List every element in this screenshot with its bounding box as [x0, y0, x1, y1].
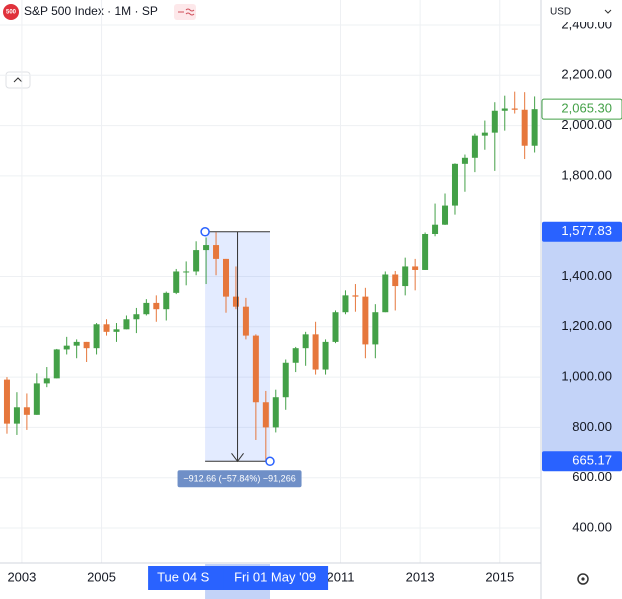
- candle-body: [352, 295, 359, 297]
- y-tick-label: 2,000.00: [561, 117, 612, 132]
- candle-body: [272, 397, 279, 428]
- candle-body: [461, 157, 468, 164]
- currency-bg: [542, 0, 622, 22]
- price-badge-label: 2,065.30: [561, 101, 612, 116]
- candle-body: [103, 324, 110, 332]
- candle-body: [511, 108, 518, 110]
- candle-body: [193, 250, 200, 272]
- candle-body: [252, 335, 259, 403]
- candle-body: [73, 341, 80, 346]
- measure-label-box: [177, 470, 302, 488]
- candle-body: [471, 135, 478, 158]
- candle-body: [43, 378, 50, 384]
- candle-body: [372, 312, 379, 345]
- measure-arrowhead: [231, 453, 244, 463]
- y-tick-label: 1,400.00: [561, 268, 612, 283]
- y-tick-label: 1,200.00: [561, 318, 612, 333]
- candle-body: [451, 163, 458, 206]
- candle-body: [362, 296, 369, 345]
- x-tick-label: 2003: [7, 569, 36, 584]
- y-tick-label: 800.00: [572, 419, 612, 434]
- candle-body: [203, 245, 210, 251]
- candle-body: [342, 295, 349, 313]
- currency-selector[interactable]: USD: [550, 7, 571, 18]
- candle-body: [163, 292, 170, 310]
- crosshair-label: Tue 04 S: [157, 569, 210, 584]
- candle-body: [63, 345, 70, 350]
- candle-body: [242, 306, 249, 336]
- y-tick-label: 1,000.00: [561, 369, 612, 384]
- candle-body: [213, 245, 220, 259]
- candle-body: [282, 362, 289, 398]
- candle-body: [382, 274, 389, 313]
- candle-body: [83, 341, 90, 349]
- candle-body: [232, 296, 239, 307]
- candle-body: [13, 407, 20, 424]
- price-badge: [542, 221, 622, 242]
- candle-body: [113, 329, 120, 332]
- candle-body: [302, 334, 309, 349]
- measure-handle[interactable]: [200, 227, 210, 237]
- candle-body: [501, 108, 508, 111]
- candle-body: [262, 402, 269, 428]
- settings-icon: [581, 577, 585, 581]
- candle-body: [3, 379, 10, 424]
- candle-body: [53, 349, 60, 379]
- candle-body: [531, 109, 538, 146]
- candle-body: [23, 407, 30, 415]
- x-tick-label: 2011: [327, 569, 355, 584]
- candle-body: [412, 266, 419, 270]
- y-tick-label: 2,200.00: [561, 67, 612, 82]
- candle-body: [292, 348, 299, 363]
- crosshair-label-box: [148, 566, 229, 590]
- symbol-icon: [3, 4, 19, 20]
- candle-body: [521, 109, 528, 146]
- crosshair-label-box: [223, 566, 329, 590]
- candle-body: [481, 132, 488, 136]
- y-tick-label: 1,800.00: [561, 167, 612, 182]
- currency-chevron: [604, 9, 612, 14]
- measure-label: −912.66 (−57.84%) −91,266: [183, 474, 295, 484]
- y-tick-label: 600.00: [572, 469, 612, 484]
- x-tick-label: 2013: [406, 569, 435, 584]
- candle-body: [93, 324, 100, 349]
- x-tick-label: 2015: [485, 569, 514, 584]
- candle-body: [173, 271, 180, 293]
- candle-body: [322, 341, 329, 370]
- measure-handle[interactable]: [265, 456, 275, 467]
- compare-button[interactable]: [174, 4, 196, 20]
- candle-body: [33, 383, 40, 415]
- candle-body: [392, 274, 399, 287]
- price-badge-label: 1,577.83: [561, 223, 612, 238]
- candle-body: [312, 334, 319, 370]
- price-badge: [541, 98, 622, 120]
- compare-icon: [185, 8, 195, 16]
- settings-button[interactable]: [577, 573, 589, 585]
- symbol-title[interactable]: S&P 500 Index · 1M · SP: [24, 4, 158, 18]
- collapse-button[interactable]: [5, 71, 31, 89]
- collapse-icon: [13, 77, 23, 83]
- plot-area: −912.66 (−57.84%) −91,266: [0, 0, 540, 563]
- candle-body: [432, 224, 439, 234]
- candle-body: [491, 110, 498, 133]
- candle-body: [133, 314, 140, 320]
- y-tick-label: 400.00: [572, 519, 612, 534]
- crosshair-label: Fri 01 May '09: [234, 569, 316, 584]
- candle-body: [332, 312, 339, 342]
- candle-body: [143, 302, 150, 315]
- price-badge-label: 665.17: [572, 453, 612, 468]
- candle-body: [222, 258, 229, 297]
- candle-body: [183, 271, 190, 273]
- candle-body: [123, 319, 130, 330]
- candle-body: [402, 266, 409, 287]
- symbol-icon-text: 500: [6, 10, 17, 16]
- price-badge: [542, 451, 622, 472]
- candle-body: [422, 233, 429, 270]
- candle-body: [153, 302, 160, 310]
- measure-price-range: [542, 231, 622, 462]
- candle-body: [442, 205, 449, 225]
- x-tick-label: 2005: [87, 569, 116, 584]
